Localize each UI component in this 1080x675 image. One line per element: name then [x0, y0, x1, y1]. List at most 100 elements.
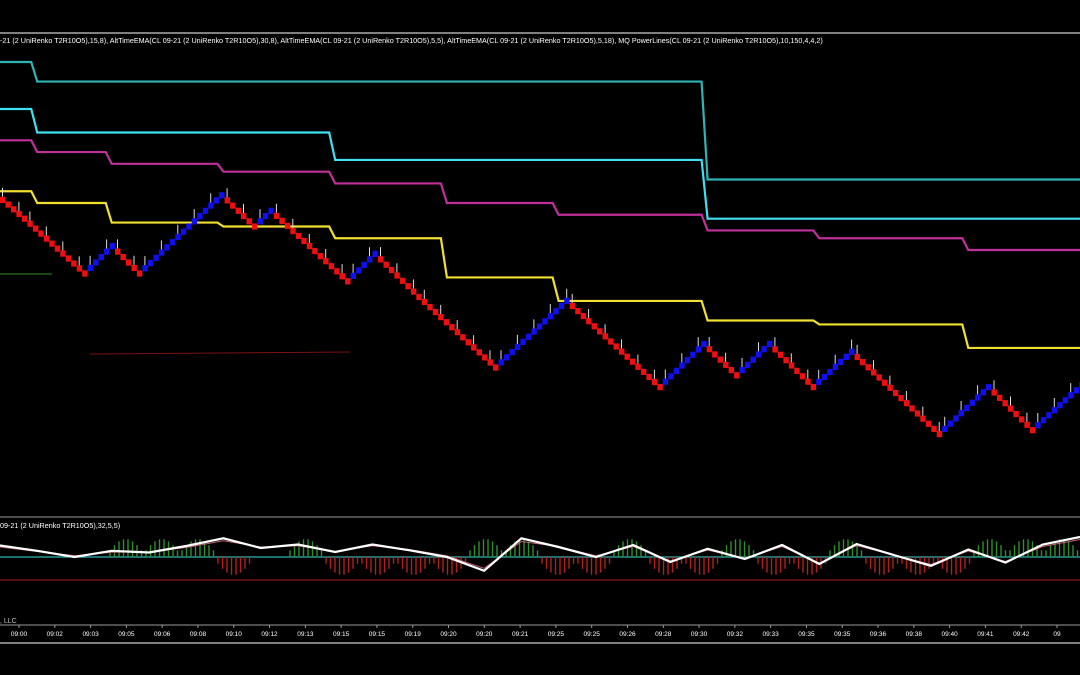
up-brick — [739, 367, 745, 374]
up-brick — [1068, 392, 1074, 399]
up-brick — [668, 373, 674, 380]
x-tick-label: 09:25 — [584, 631, 601, 638]
down-brick — [712, 351, 718, 358]
up-brick — [766, 340, 773, 348]
x-tick-label: 09:10 — [226, 631, 243, 638]
down-brick — [290, 227, 296, 235]
osc-main-line — [0, 535, 1080, 573]
up-brick — [356, 267, 362, 274]
up-brick — [986, 384, 992, 391]
down-brick — [328, 263, 335, 270]
up-brick — [816, 378, 822, 386]
down-brick — [378, 256, 384, 263]
down-brick — [734, 372, 740, 379]
x-tick-label: 09:20 — [440, 631, 457, 638]
down-brick — [991, 389, 997, 396]
down-brick — [608, 338, 614, 345]
up-brick — [750, 356, 756, 363]
down-brick — [76, 265, 83, 272]
down-brick — [43, 235, 50, 242]
down-brick — [931, 425, 937, 432]
up-brick — [536, 323, 543, 330]
x-tick-label: 09 — [1053, 631, 1061, 638]
down-brick — [449, 324, 455, 331]
x-tick-label: 09:35 — [798, 631, 815, 638]
down-brick — [230, 202, 236, 209]
down-brick — [460, 334, 466, 341]
x-tick-label: 09:40 — [941, 631, 958, 638]
up-brick — [1040, 417, 1047, 424]
up-brick — [109, 243, 115, 250]
down-brick — [71, 260, 77, 267]
down-brick — [602, 333, 608, 340]
x-tick-label: 09:05 — [118, 631, 135, 638]
up-brick — [975, 394, 981, 401]
down-brick — [1002, 400, 1008, 407]
down-brick — [635, 363, 641, 370]
oscillator-panel — [0, 535, 1080, 581]
down-brick — [1008, 405, 1014, 412]
down-brick — [295, 232, 302, 240]
up-brick — [843, 353, 849, 360]
up-brick — [964, 404, 970, 412]
up-brick — [679, 362, 685, 369]
down-brick — [323, 258, 329, 265]
down-brick — [241, 213, 247, 220]
up-brick — [186, 223, 192, 230]
osc-signal-line — [0, 539, 1080, 569]
down-brick — [306, 243, 313, 250]
x-tick-label: 09:15 — [369, 631, 386, 638]
down-brick — [854, 353, 860, 361]
price-panel-header: -21 (2 UniRenko T2R10O5),15,8), AltTimeE… — [0, 36, 823, 45]
down-brick — [882, 379, 888, 386]
up-brick — [1073, 387, 1080, 394]
down-brick — [5, 201, 11, 208]
down-brick — [252, 223, 258, 230]
up-brick — [525, 333, 532, 340]
x-tick-label: 09:21 — [512, 631, 529, 638]
up-brick — [93, 259, 99, 266]
down-brick — [471, 344, 477, 351]
down-brick — [909, 405, 915, 412]
renko-bricks — [0, 187, 1080, 438]
down-brick — [49, 240, 55, 247]
down-brick — [416, 293, 422, 301]
up-brick — [520, 338, 526, 345]
x-tick-label: 09:41 — [977, 631, 994, 638]
down-brick — [454, 329, 461, 336]
up-brick — [268, 207, 274, 214]
up-brick — [350, 272, 356, 279]
up-brick — [969, 399, 975, 406]
up-brick — [498, 359, 504, 366]
down-brick — [619, 348, 625, 355]
down-brick — [224, 197, 230, 204]
line-magenta — [0, 139, 1080, 252]
up-brick — [684, 357, 691, 364]
down-brick — [788, 362, 795, 369]
down-brick — [273, 212, 280, 219]
down-brick — [783, 357, 789, 364]
down-brick — [16, 210, 22, 218]
x-tick-label: 09:00 — [11, 631, 28, 638]
up-brick — [827, 368, 833, 376]
down-brick — [925, 420, 932, 427]
down-brick — [421, 298, 428, 306]
down-brick — [82, 270, 88, 277]
up-brick — [942, 425, 948, 432]
down-brick — [27, 220, 33, 227]
up-brick — [197, 213, 203, 220]
up-brick — [202, 207, 209, 214]
up-brick — [958, 410, 964, 417]
up-brick — [761, 346, 767, 353]
up-brick — [531, 328, 537, 335]
x-tick-label: 09:06 — [154, 631, 171, 638]
down-brick — [630, 358, 636, 365]
down-brick — [443, 319, 450, 326]
up-brick — [1046, 412, 1052, 419]
down-brick — [871, 369, 877, 376]
up-brick — [673, 367, 680, 374]
down-brick — [493, 364, 499, 371]
indicator-lines — [0, 60, 1080, 350]
down-brick — [728, 367, 734, 374]
down-brick — [772, 346, 778, 353]
